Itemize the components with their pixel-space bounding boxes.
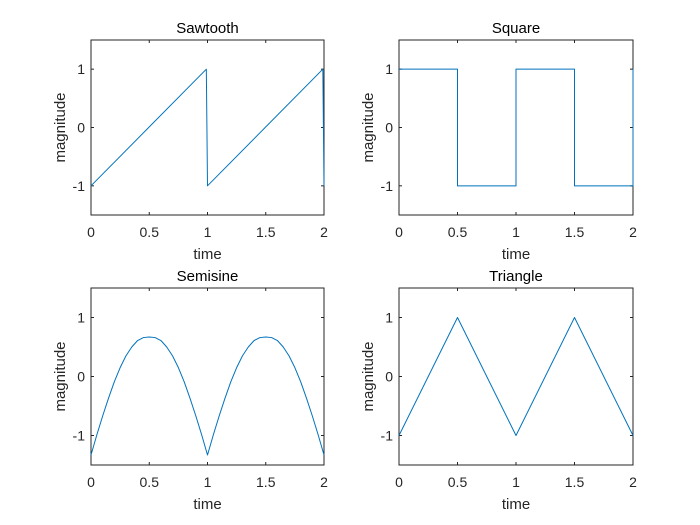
subplot-1: 0 0.5 1 1.5 2 -1 0 1 Square time magnitude [360, 20, 637, 263]
subplot-2: 0 0.5 1 1.5 2 -1 0 1 Semisine time magnitude [52, 268, 328, 513]
subplot-title: Square [492, 20, 540, 37]
x-tick-label: 0 [395, 224, 403, 240]
y-tick-label: 1 [385, 310, 393, 326]
y-tick-label: 1 [77, 310, 85, 326]
x-tick-label: 1 [204, 224, 212, 240]
x-axis-label: time [193, 246, 221, 263]
subplot-title: Sawtooth [176, 20, 239, 37]
y-tick-label: 1 [77, 61, 85, 77]
x-axis-label: time [502, 496, 530, 513]
y-tick-label: 1 [385, 61, 393, 77]
x-tick-label: 2 [320, 224, 328, 240]
x-tick-label: 1.5 [565, 474, 585, 490]
x-tick-label: 0 [395, 474, 403, 490]
y-tick-label: 0 [385, 120, 393, 136]
series-line-0 [90, 68, 325, 187]
x-tick-label: 0.5 [140, 224, 160, 240]
axes-box [90, 39, 325, 216]
x-tick-label: 0 [87, 224, 95, 240]
y-tick-label: -1 [73, 428, 86, 444]
series-line-0 [90, 336, 325, 456]
y-axis-label: magnitude [360, 92, 377, 162]
subplot-title: Triangle [489, 268, 543, 285]
x-axis-label: time [193, 496, 221, 513]
y-axis-label: magnitude [52, 92, 69, 162]
y-tick-label: -1 [381, 428, 394, 444]
series-line-0 [399, 68, 634, 187]
y-tick-label: 0 [77, 369, 85, 385]
subplot-title: Semisine [177, 268, 239, 285]
x-tick-label: 1 [512, 224, 520, 240]
subplot-0: 0 0.5 1 1.5 2 -1 0 1 Sawtooth time magnitude [52, 20, 328, 263]
x-tick-label: 1 [204, 474, 212, 490]
x-tick-label: 2 [320, 474, 328, 490]
x-tick-label: 0.5 [448, 474, 468, 490]
x-tick-label: 1.5 [256, 224, 276, 240]
x-tick-label: 2 [629, 224, 637, 240]
x-tick-label: 1 [512, 474, 520, 490]
x-tick-label: 0.5 [448, 224, 468, 240]
x-tick-label: 1.5 [565, 224, 585, 240]
y-tick-label: 0 [77, 120, 85, 136]
x-tick-label: 0.5 [140, 474, 160, 490]
axes-box [398, 287, 634, 466]
y-axis-label: magnitude [52, 341, 69, 411]
series-line-0 [398, 317, 634, 436]
x-tick-label: 2 [629, 474, 637, 490]
y-tick-label: -1 [381, 178, 394, 194]
y-tick-label: 0 [385, 369, 393, 385]
x-tick-label: 0 [87, 474, 95, 490]
subplot-3: 0 0.5 1 1.5 2 -1 0 1 Triangle time magnitude [360, 268, 637, 513]
y-tick-label: -1 [73, 178, 86, 194]
x-tick-label: 1.5 [256, 474, 276, 490]
y-axis-label: magnitude [360, 341, 377, 411]
x-axis-label: time [502, 246, 530, 263]
axes-box [90, 287, 325, 466]
